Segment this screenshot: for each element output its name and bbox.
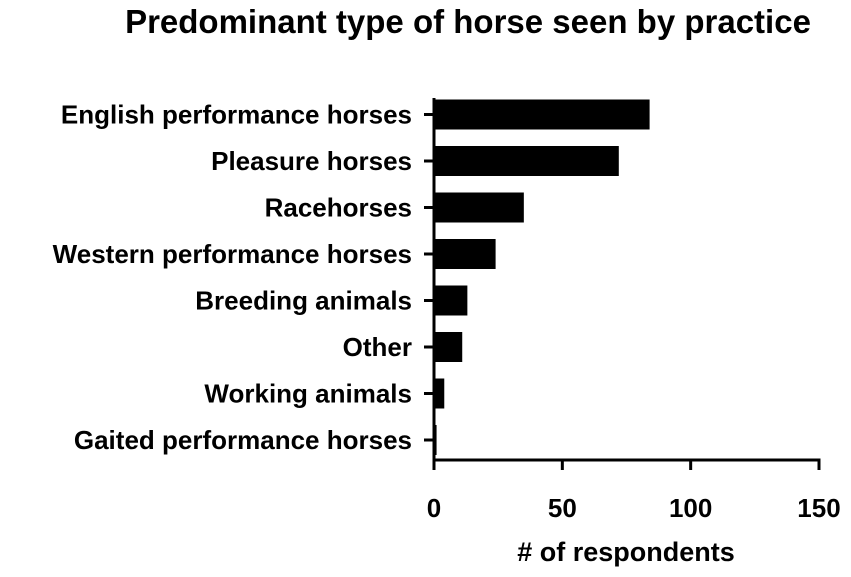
x-tick-label: 150 [797, 493, 840, 523]
x-tick-label: 50 [548, 493, 577, 523]
y-axis [424, 98, 436, 460]
bar [434, 192, 524, 223]
x-axis: 0 50 100 150 [427, 458, 841, 523]
category-label: Other [343, 332, 412, 362]
bar [434, 239, 496, 269]
category-labels-group: English performance horses Pleasure horse… [53, 100, 412, 456]
category-label: English performance horses [61, 100, 412, 130]
x-axis-label: # of respondents [517, 537, 735, 567]
category-label: Working animals [204, 379, 412, 409]
bar [434, 99, 650, 130]
category-label: Racehorses [265, 193, 412, 223]
category-label: Gaited performance horses [74, 425, 412, 455]
x-tick-label: 100 [669, 493, 712, 523]
category-label: Western performance horses [53, 239, 412, 269]
bar [434, 332, 463, 362]
x-tick-label: 0 [427, 493, 441, 523]
bar [434, 146, 619, 176]
bar [434, 378, 445, 409]
category-label: Breeding animals [195, 286, 412, 316]
category-label: Pleasure horses [211, 146, 412, 176]
bars-group [434, 99, 650, 455]
chart-title: Predominant type of horse seen by practi… [125, 3, 811, 40]
bar [434, 285, 468, 316]
